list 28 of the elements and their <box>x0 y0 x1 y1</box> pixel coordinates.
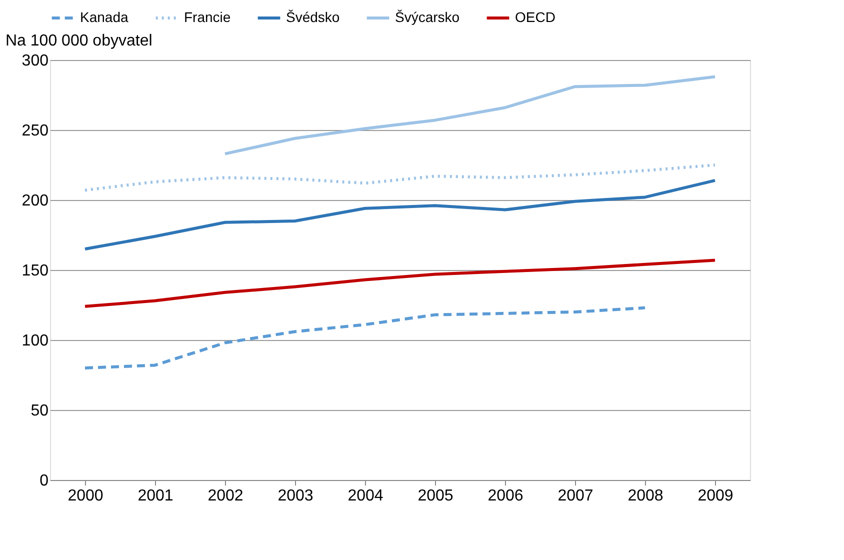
line-series <box>84 178 716 250</box>
y-tick-label: 100 <box>22 332 49 350</box>
x-tick-label: 2003 <box>278 488 314 504</box>
x-tick-label: 2002 <box>208 488 244 504</box>
x-tick-label: 2000 <box>68 488 104 504</box>
line-series <box>84 258 716 308</box>
x-tick-label: 2007 <box>558 488 594 504</box>
y-axis-title: Na 100 000 obyvatel <box>6 32 152 50</box>
y-tick-label: 300 <box>22 52 49 70</box>
y-tick-label: 0 <box>40 472 49 490</box>
y-tick-label: 150 <box>22 262 49 280</box>
legend-label: Švýcarsko <box>395 9 460 25</box>
legend-label: Francie <box>184 9 231 25</box>
x-tick-label: 2001 <box>138 488 174 504</box>
line-series <box>224 75 716 156</box>
line-series <box>84 164 716 192</box>
x-tick-label: 2004 <box>348 488 384 504</box>
y-tick-label: 250 <box>22 122 49 140</box>
legend-label: OECD <box>515 9 556 25</box>
x-tick-label: 2009 <box>698 488 734 504</box>
x-tick-label: 2006 <box>488 488 524 504</box>
x-tick-label: 2008 <box>628 488 664 504</box>
x-tick-label: 2005 <box>418 488 454 504</box>
legend-label: Švédsko <box>286 9 340 25</box>
legend-label: Kanada <box>80 9 128 25</box>
line-series <box>84 306 646 370</box>
y-tick-label: 200 <box>22 192 49 210</box>
y-tick-label: 50 <box>30 402 49 420</box>
